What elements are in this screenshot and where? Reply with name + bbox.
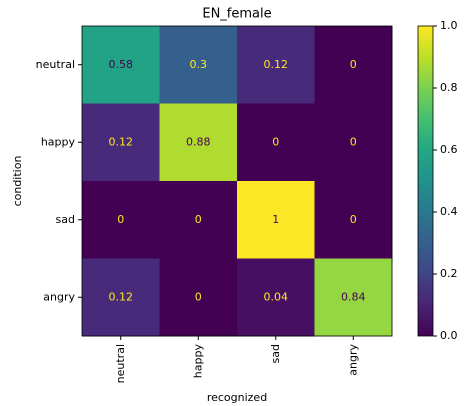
- cell-label: 0.04: [264, 290, 289, 303]
- cell-label: 1: [272, 213, 279, 226]
- cell-label: 0: [195, 213, 202, 226]
- cell-label: 0.88: [186, 135, 211, 148]
- cell-label: 0.58: [109, 58, 134, 71]
- cell: [82, 26, 160, 104]
- cell: [314, 103, 393, 182]
- y-tick-label: neutral: [36, 58, 75, 71]
- cell-label: 0: [117, 213, 124, 226]
- colorbar-tick-label: 0.4: [440, 205, 458, 218]
- cell: [237, 181, 315, 259]
- x-tick-label: happy: [191, 344, 204, 379]
- cell-label: 0: [195, 290, 202, 303]
- cell: [314, 26, 393, 104]
- x-tick-label: neutral: [114, 344, 127, 383]
- cell: [159, 103, 238, 182]
- cell: [82, 103, 160, 182]
- cell-label: 0: [272, 135, 279, 148]
- x-tick-label: sad: [269, 344, 282, 363]
- cell-label: 0: [350, 58, 357, 71]
- colorbar-tick-label: 0.0: [440, 329, 458, 342]
- cell: [159, 181, 238, 259]
- cell-label: 0.12: [264, 58, 289, 71]
- cell: [237, 258, 315, 337]
- cell-label: 0.12: [109, 290, 134, 303]
- cell: [82, 181, 160, 259]
- y-tick-label: sad: [56, 213, 75, 226]
- cell: [314, 181, 393, 259]
- cell-label: 0.84: [341, 290, 366, 303]
- x-tick-label: angry: [346, 344, 359, 376]
- cell: [314, 258, 393, 337]
- cell-label: 0: [350, 213, 357, 226]
- cell-label: 0: [350, 135, 357, 148]
- cell-label: 0.12: [109, 135, 134, 148]
- cell: [159, 258, 238, 337]
- chart-title: EN_female: [202, 7, 271, 22]
- cell: [159, 26, 238, 104]
- cell-label: 0.3: [190, 58, 208, 71]
- y-tick-label: happy: [41, 135, 76, 148]
- x-axis-label: recognized: [207, 391, 267, 404]
- cell: [237, 103, 315, 182]
- y-tick-label: angry: [43, 290, 75, 303]
- cell: [237, 26, 315, 104]
- cell: [82, 258, 160, 337]
- y-axis-label: condition: [11, 156, 24, 207]
- colorbar-tick-label: 0.6: [440, 143, 458, 156]
- colorbar-tick-label: 1.0: [440, 19, 458, 32]
- colorbar-tick-label: 0.8: [440, 81, 458, 94]
- plot-frame: [81, 25, 393, 337]
- colorbar-tick-label: 0.2: [440, 267, 458, 280]
- colorbar: [417, 25, 434, 337]
